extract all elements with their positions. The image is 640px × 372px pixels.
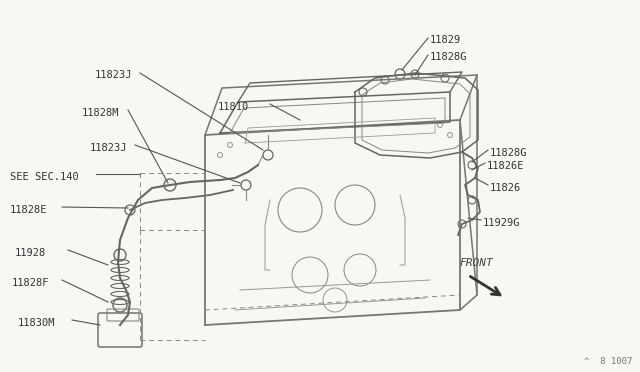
Text: 11828G: 11828G: [430, 52, 467, 62]
Text: 11823J: 11823J: [90, 143, 127, 153]
Text: 11828F: 11828F: [12, 278, 49, 288]
Text: FRONT: FRONT: [460, 258, 493, 268]
Text: 11823J: 11823J: [95, 70, 132, 80]
Text: 11929G: 11929G: [483, 218, 520, 228]
Text: 11829: 11829: [430, 35, 461, 45]
Text: SEE SEC.140: SEE SEC.140: [10, 172, 79, 182]
Text: 11828E: 11828E: [10, 205, 47, 215]
Text: 11828M: 11828M: [82, 108, 120, 118]
Text: 11826E: 11826E: [487, 161, 525, 171]
Text: ^  8 1007: ^ 8 1007: [584, 357, 632, 366]
Text: 11826: 11826: [490, 183, 521, 193]
Text: 11810: 11810: [218, 102, 249, 112]
Text: 11928: 11928: [15, 248, 46, 258]
Text: 11828G: 11828G: [490, 148, 527, 158]
Text: 11830M: 11830M: [18, 318, 56, 328]
